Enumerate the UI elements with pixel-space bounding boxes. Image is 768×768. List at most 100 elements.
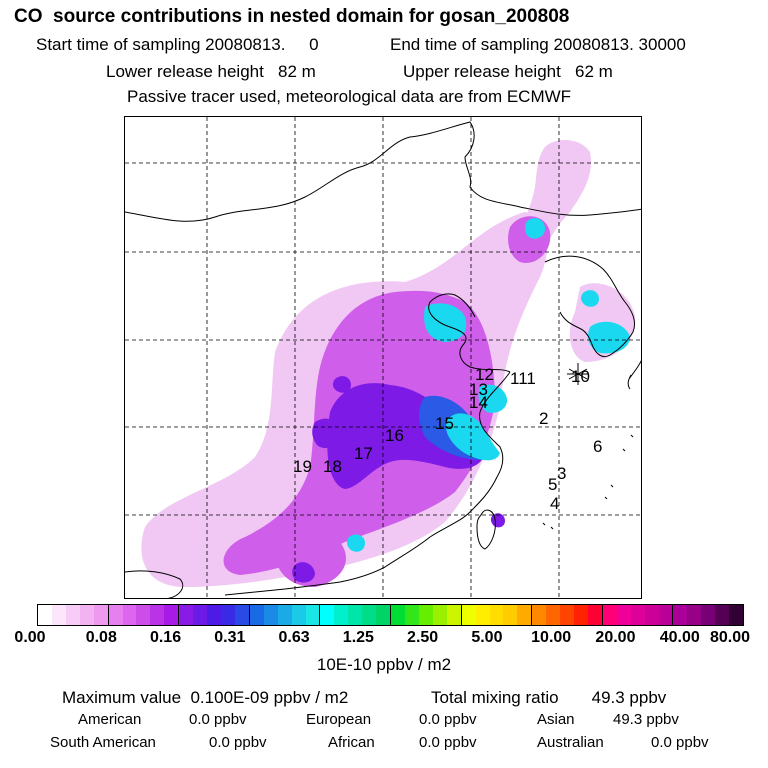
colorbar-swatch — [532, 605, 547, 625]
colorbar-swatch — [108, 605, 123, 625]
graticule — [125, 117, 641, 598]
american-value: 0.0 ppbv — [189, 711, 247, 728]
star-icon — [567, 363, 589, 385]
colorbar-swatch — [446, 605, 462, 625]
marker-111: 111 — [510, 369, 536, 388]
marker-17: 17 — [354, 444, 373, 463]
plume-cyan-sw — [346, 534, 365, 552]
colorbar-swatch — [418, 605, 433, 625]
asian-label: Asian — [537, 711, 575, 728]
lower-release-label: Lower release height 82 m — [106, 62, 316, 81]
marker-12: 12 — [475, 365, 494, 384]
colorbar-tick-label: 5.00 — [471, 629, 503, 646]
coastline-east-china — [224, 371, 511, 596]
colorbar-swatch — [517, 605, 533, 625]
colorbar-swatch — [475, 605, 490, 625]
coastline-north-border — [125, 121, 641, 222]
marker-18: 18 — [323, 457, 342, 476]
plume-cyan-korea — [588, 321, 630, 354]
maximum-value: Maximum value 0.100E-09 ppbv / m2 — [62, 688, 349, 707]
colorbar-swatch — [362, 605, 377, 625]
colorbar-swatch — [93, 605, 109, 625]
colorbar-swatch — [305, 605, 321, 625]
american-label: American — [78, 711, 142, 728]
marker-10: 10 — [571, 367, 590, 386]
colorbar-swatch — [489, 605, 504, 625]
concentration-field — [141, 140, 636, 587]
marker-3: 3 — [557, 464, 567, 483]
coastlines — [125, 121, 641, 598]
plume-violet — [327, 383, 485, 489]
marker-2: 2 — [539, 409, 549, 428]
colorbar-swatch — [334, 605, 349, 625]
colorbar-swatch — [404, 605, 419, 625]
colorbar-swatch — [461, 605, 476, 625]
tracer-note: Passive tracer used, meteorological data… — [127, 87, 572, 106]
colorbar-swatch — [164, 605, 180, 625]
colorbar-swatch — [391, 605, 405, 625]
colorbar-swatch — [432, 605, 447, 625]
australian-label: Australian — [537, 734, 604, 751]
coastline-islands — [542, 434, 634, 530]
colorbar-swatch — [546, 605, 561, 625]
plume-cyan-shandong — [478, 384, 508, 413]
colorbar-swatch — [320, 605, 335, 625]
colorbar-swatch — [729, 605, 744, 625]
colorbar-swatch — [616, 605, 631, 625]
colorbar-swatch — [348, 605, 363, 625]
marker-15: 15 — [435, 414, 454, 433]
colorbar-swatch — [644, 605, 659, 625]
plume-violet-w2 — [332, 376, 351, 393]
colorbar-swatch — [193, 605, 208, 625]
australian-value: 0.0 ppbv — [651, 734, 709, 751]
colorbar-swatch — [150, 605, 165, 625]
figure-title: CO source contributions in nested domain… — [14, 6, 570, 27]
colorbar-swatch — [249, 605, 264, 625]
marker-6: 6 — [593, 437, 603, 456]
colorbar-tick-label: 0.08 — [85, 629, 117, 646]
colorbar-swatch — [234, 605, 250, 625]
colorbar-swatch — [560, 605, 575, 625]
marker-19: 19 — [293, 457, 312, 476]
colorbar-swatch — [263, 605, 278, 625]
plume-cyan-ne — [524, 218, 545, 239]
colorbar-tick-label: 20.00 — [595, 629, 636, 646]
colorbar-swatch — [673, 605, 688, 625]
african-value: 0.0 ppbv — [419, 734, 477, 751]
plume-violet-sw — [292, 562, 315, 583]
colorbar-swatch — [220, 605, 235, 625]
plume-cyan-main — [446, 413, 500, 461]
colorbar-swatch — [503, 605, 518, 625]
colorbar-swatch — [587, 605, 603, 625]
colorbar-tick-label: 80.00 — [709, 629, 751, 646]
african-label: African — [328, 734, 375, 751]
colorbar-swatch — [65, 605, 80, 625]
colorbar-tick-label: 1.25 — [342, 629, 374, 646]
colorbar-swatch — [38, 605, 52, 625]
colorbar-tick-label: 0.63 — [278, 629, 310, 646]
marker-13: 13 — [469, 380, 488, 399]
south-american-value: 0.0 ppbv — [209, 734, 267, 751]
start-time-label: Start time of sampling 20080813. 0 — [36, 35, 319, 54]
marker-16: 16 — [385, 426, 404, 445]
colorbar-tick-label: 40.00 — [659, 629, 700, 646]
colorbar-swatch — [79, 605, 94, 625]
european-value: 0.0 ppbv — [419, 711, 477, 728]
colorbar-swatch — [291, 605, 306, 625]
plume-purple-sw — [274, 527, 346, 587]
map-panel: 12 13 14 111 10 2 15 16 17 18 19 6 3 5 4 — [124, 116, 642, 599]
end-time-label: End time of sampling 20080813. 30000 — [390, 35, 686, 54]
colorbar-swatch — [207, 605, 221, 625]
colorbar-swatch — [574, 605, 588, 625]
colorbar-swatch — [376, 605, 392, 625]
asian-value: 49.3 ppbv — [613, 711, 679, 728]
coastline-korea — [544, 255, 636, 358]
upper-release-label: Upper release height 62 m — [403, 62, 613, 81]
colorbar-swatch — [51, 605, 66, 625]
colorbar-swatch — [715, 605, 730, 625]
plume-violet-w — [312, 418, 340, 449]
plume-cyan-korea-n — [580, 290, 599, 307]
colorbar-swatch — [687, 605, 702, 625]
coastline-japan — [627, 360, 641, 390]
colorbar-swatch — [122, 605, 137, 625]
